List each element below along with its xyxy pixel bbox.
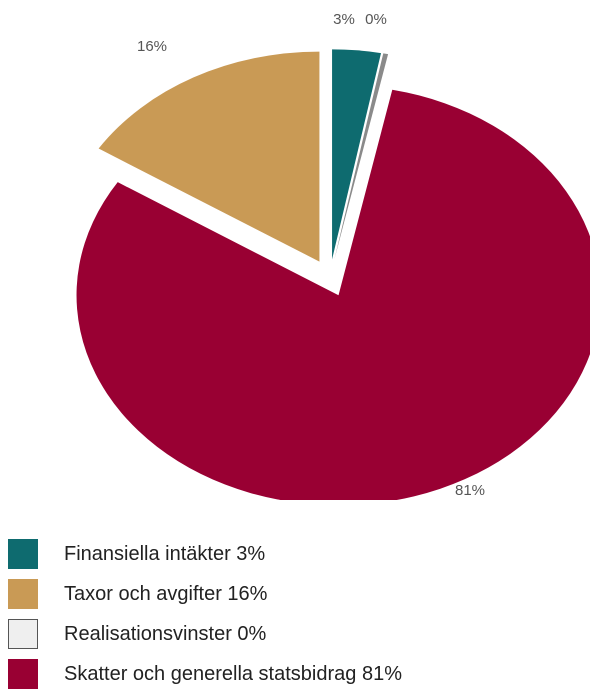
legend-swatch [8,539,38,569]
legend-label: Taxor och avgifter 16% [64,582,268,605]
legend-item: Realisationsvinster 0% [8,616,402,652]
slice-data-label-0: 3% [333,11,355,28]
legend-label: Skatter och generella statsbidrag 81% [64,662,402,685]
slice-data-label-2: 81% [455,482,485,499]
legend-swatch [8,659,38,689]
slice-data-label-3: 16% [137,38,167,55]
pie-slice-0 [332,49,382,260]
slice-data-label-1: 0% [365,11,387,28]
legend-item: Skatter och generella statsbidrag 81% [8,656,402,692]
legend: Finansiella intäkter 3% Taxor och avgifte… [8,536,402,696]
legend-swatch [8,579,38,609]
legend-label: Realisationsvinster 0% [64,622,267,645]
pie-slice-1 [334,53,389,260]
pie-slice-2 [76,89,590,500]
legend-item: Finansiella intäkter 3% [8,536,402,572]
pie-chart: 3% 0% 81% 16% [76,11,590,500]
legend-label: Finansiella intäkter 3% [64,542,266,565]
legend-item: Taxor och avgifter 16% [8,576,402,612]
pie-slice-3 [98,51,320,262]
legend-swatch [8,619,38,649]
